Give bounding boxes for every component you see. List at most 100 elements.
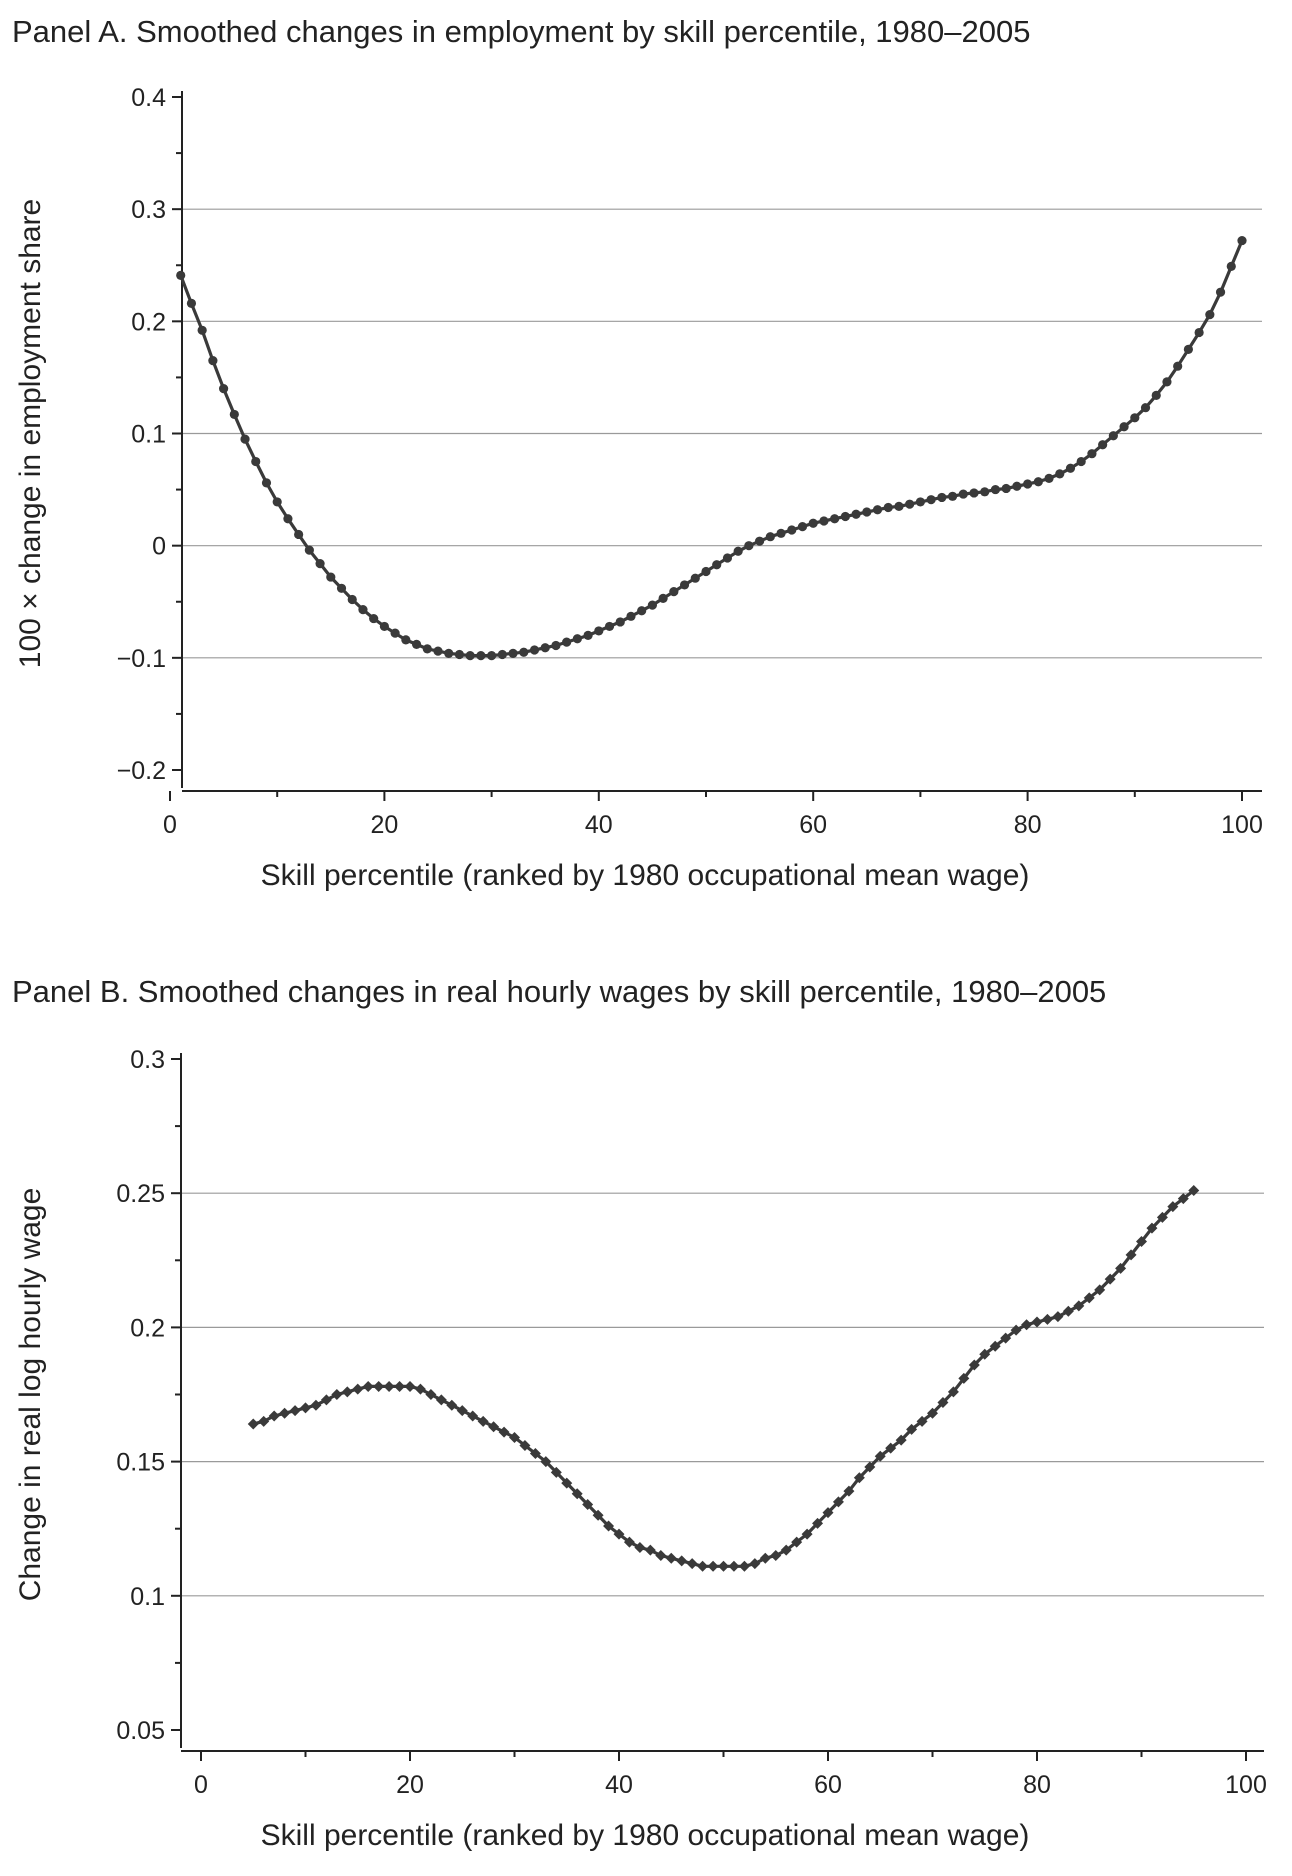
data-point <box>718 1560 729 1572</box>
data-point <box>1094 1284 1106 1296</box>
data-point <box>477 1415 489 1427</box>
x-tick-label: 40 <box>585 811 613 839</box>
data-point <box>1033 477 1043 487</box>
data-point <box>272 497 282 507</box>
data-point <box>644 1544 656 1556</box>
data-point <box>906 1423 918 1435</box>
data-point <box>728 1560 740 1572</box>
data-point <box>373 1380 385 1392</box>
data-point <box>937 492 947 503</box>
data-point <box>390 628 400 638</box>
x-tick-label: 60 <box>799 811 827 839</box>
data-point <box>712 560 722 570</box>
data-point <box>603 1520 615 1532</box>
x-tick-label: 0 <box>163 811 177 839</box>
data-point <box>1215 287 1226 297</box>
data-point <box>411 639 422 649</box>
data-point <box>634 1541 646 1553</box>
data-point <box>186 298 197 308</box>
data-point <box>937 1397 949 1409</box>
data-point <box>676 1555 688 1567</box>
data-point <box>261 478 272 488</box>
data-point <box>969 488 979 498</box>
data-point <box>383 1380 395 1392</box>
data-point <box>358 605 368 615</box>
data-point <box>1140 403 1151 413</box>
data-point <box>1076 456 1086 467</box>
x-tick-label: 20 <box>370 811 398 839</box>
x-axis-title: Skill percentile (ranked by 1980 occupat… <box>261 1819 1030 1852</box>
data-point <box>294 529 304 540</box>
data-point <box>864 1461 876 1473</box>
y-tick-label: −0.2 <box>117 757 166 785</box>
data-point <box>540 643 550 653</box>
data-point <box>623 1536 635 1548</box>
x-tick-label: 100 <box>1221 811 1263 839</box>
y-tick-label: 0.05 <box>116 1717 165 1745</box>
data-point <box>1052 1311 1064 1323</box>
data-point <box>851 509 861 519</box>
data-point <box>1205 310 1215 320</box>
data-point <box>665 1552 677 1564</box>
data-point <box>347 594 357 605</box>
data-point <box>679 580 690 590</box>
data-point <box>738 1560 750 1572</box>
data-point <box>765 532 775 542</box>
data-point <box>394 1380 406 1392</box>
data-point <box>801 1528 813 1540</box>
data-point <box>968 1359 980 1371</box>
data-point <box>1125 1249 1137 1261</box>
data-point <box>362 1380 374 1392</box>
data-point <box>561 1477 573 1489</box>
data-point <box>1021 1319 1033 1331</box>
data-point <box>958 489 968 499</box>
data-point <box>1031 1316 1043 1328</box>
data-point <box>401 635 411 645</box>
data-point <box>197 325 207 335</box>
data-point <box>895 1434 907 1446</box>
data-point <box>1023 479 1033 489</box>
data-point <box>819 516 829 526</box>
data-point <box>759 1552 771 1564</box>
y-axis-title: 100 × change in employment share <box>14 199 47 668</box>
data-point <box>315 559 325 569</box>
data-point <box>229 409 239 420</box>
data-point <box>701 566 711 577</box>
data-point <box>733 546 743 556</box>
data-point <box>707 1560 719 1572</box>
data-point <box>787 525 797 535</box>
data-point <box>697 1560 709 1572</box>
data-point <box>336 583 347 593</box>
data-point <box>331 1389 343 1400</box>
x-tick-label: 20 <box>396 1771 424 1799</box>
data-point <box>637 606 647 616</box>
data-point <box>832 1496 844 1508</box>
data-point <box>862 507 872 517</box>
x-tick-label: 80 <box>1023 1771 1051 1799</box>
data-point <box>722 553 733 563</box>
data-point <box>326 572 336 582</box>
data-point <box>446 1399 458 1411</box>
data-point <box>615 617 625 627</box>
data-point <box>1130 413 1140 423</box>
data-point <box>916 1415 928 1427</box>
data-point <box>509 1431 520 1443</box>
data-point <box>1000 1332 1012 1344</box>
data-point <box>1010 1324 1022 1336</box>
data-point <box>613 1528 625 1540</box>
panel-b: Panel B. Smoothed changes in real hourly… <box>0 960 1292 1876</box>
data-point <box>247 1418 259 1430</box>
data-point <box>582 1499 594 1511</box>
data-point <box>519 1439 531 1451</box>
panel-b-chart: 0.3 0.25 0.2 0.15 0.1 0.05 0 20 40 60 80 100 Skill p… <box>14 1046 1267 1852</box>
y-tick-label: 0.1 <box>130 1583 165 1611</box>
data-point <box>498 1426 510 1438</box>
data-point <box>853 1472 865 1484</box>
data-point <box>529 645 540 655</box>
y-tick-label: 0.2 <box>131 308 166 336</box>
data-point <box>1104 1273 1116 1285</box>
data-point <box>1237 235 1247 246</box>
data-point <box>1083 1292 1095 1304</box>
y-tick-label: 0.4 <box>131 84 166 112</box>
data-point <box>369 613 379 624</box>
